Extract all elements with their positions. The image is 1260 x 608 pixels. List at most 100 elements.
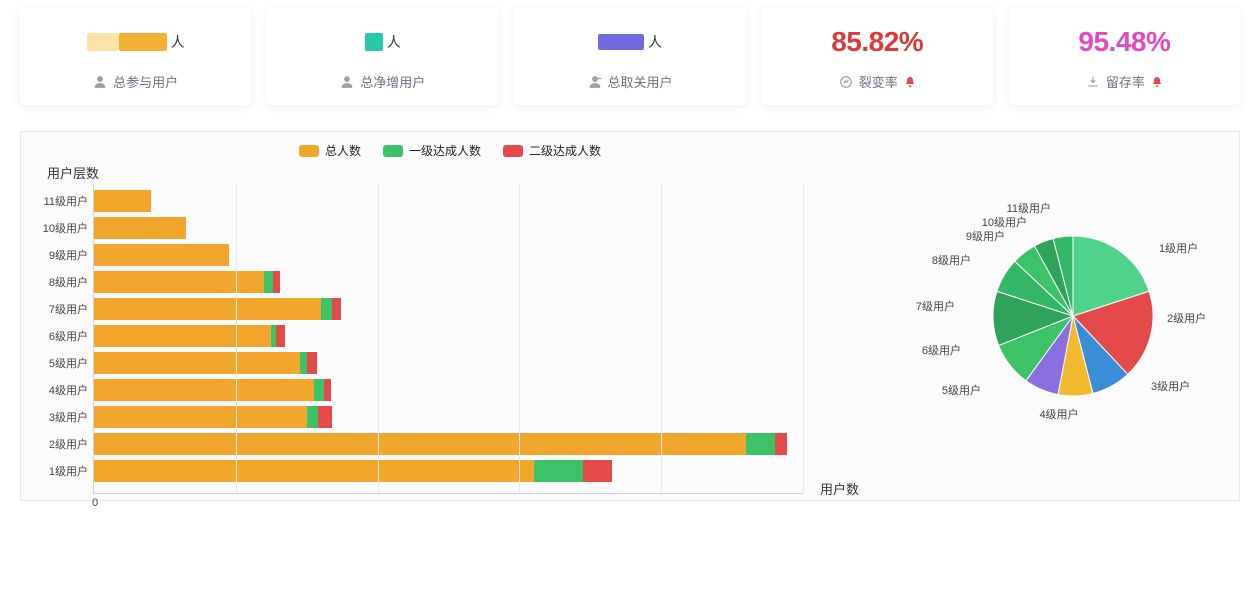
bar-segment [94, 190, 151, 212]
bar-segment [94, 271, 264, 293]
bar-segment [94, 325, 271, 347]
square-icon [365, 33, 383, 51]
bar-segment [307, 406, 318, 428]
gridline [803, 184, 804, 493]
y-tick-label: 4级用户 [49, 382, 88, 398]
gridline [519, 184, 520, 493]
pie-label: 9级用户 [966, 228, 1005, 244]
card-label-row: 总参与用户 [93, 72, 178, 91]
person-icon [340, 75, 354, 89]
bar-segment [94, 433, 746, 455]
swatch-icon [503, 145, 523, 157]
bar-segment [300, 352, 307, 374]
x-tick-0: 0 [92, 497, 98, 509]
pie-chart-section: 1级用户2级用户3级用户4级用户5级用户6级用户7级用户8级用户9级用户10级用… [885, 142, 1225, 494]
card-chip: 95.48% [1078, 26, 1170, 58]
pie-label: 5级用户 [942, 382, 981, 398]
rate-icon [839, 75, 853, 89]
card-retention-rate: 95.48% 留存率 [1009, 8, 1240, 105]
bar-chart-section: 总人数 一级达成人数 二级达成人数 用户层数 11级用户10级用户9级用户8级用… [35, 142, 865, 494]
card-label: 总净增用户 [360, 72, 425, 91]
pie-label: 6级用户 [922, 342, 961, 358]
y-tick-label: 5级用户 [49, 355, 88, 371]
bell-icon [1151, 76, 1163, 88]
y-tick-label: 1级用户 [49, 463, 88, 479]
bar-plot-area: 11级用户10级用户9级用户8级用户7级用户6级用户5级用户4级用户3级用户2级… [93, 184, 803, 494]
card-label-row: 总取关用户 [588, 72, 673, 91]
card-label-row: 总净增用户 [340, 72, 425, 91]
pie-label: 3级用户 [1151, 378, 1190, 394]
legend-l2: 二级达成人数 [503, 142, 601, 159]
gridline [378, 184, 379, 493]
bar-segment [273, 271, 280, 293]
legend-label: 二级达成人数 [529, 142, 601, 159]
unit-label: 人 [387, 32, 401, 52]
legend-total: 总人数 [299, 142, 361, 159]
bar-icon [598, 34, 644, 50]
card-label-row: 留存率 [1086, 72, 1163, 91]
y-axis-labels: 11级用户 10级用户 9级用户 8级用户 7级用户 6级用户 5级用户 4级用户 3级用户 2级… [36, 184, 92, 493]
card-chip: 85.82% [831, 26, 923, 58]
bar-segment [94, 244, 229, 266]
mini-bar-icon [87, 33, 167, 51]
y-tick-label: 9级用户 [49, 247, 88, 263]
bar-segment [321, 298, 332, 320]
bar-segment [94, 460, 534, 482]
bar-segment [94, 406, 307, 428]
card-label: 总参与用户 [113, 72, 178, 91]
bar-segment [94, 352, 300, 374]
card-total-participants: 人 总参与用户 [20, 8, 251, 105]
bar-segment [583, 460, 611, 482]
bar-segment [775, 433, 788, 455]
bar-segment [332, 298, 341, 320]
gridline [236, 184, 237, 493]
y-tick-label: 7级用户 [49, 301, 88, 317]
bell-icon [904, 76, 916, 88]
pie-label: 1级用户 [1159, 240, 1198, 256]
bar-segment [324, 379, 331, 401]
stat-cards-row: 人 总参与用户 人 总净增用户 人 总取关用户 85.82% [0, 0, 1260, 125]
pie-label: 11级用户 [1007, 200, 1051, 216]
retention-value: 95.48% [1078, 26, 1170, 58]
card-chip: 人 [87, 26, 185, 58]
person-icon [93, 75, 107, 89]
bar-segment [746, 433, 774, 455]
pie-label: 4级用户 [1039, 406, 1078, 422]
card-label: 总取关用户 [608, 72, 673, 91]
y-tick-label: 3级用户 [49, 409, 88, 425]
charts-panel: 总人数 一级达成人数 二级达成人数 用户层数 11级用户10级用户9级用户8级用… [20, 131, 1240, 501]
y-tick-label: 11级用户 [44, 193, 88, 209]
bar-segment [264, 271, 273, 293]
y-tick-label: 8级用户 [49, 274, 88, 290]
unit-label: 人 [648, 32, 662, 52]
pie-label: 10级用户 [982, 214, 1027, 230]
bar-segment [94, 379, 314, 401]
bar-segment [318, 406, 332, 428]
bar-segment [314, 379, 324, 401]
download-icon [1086, 75, 1100, 89]
y-tick-label: 6级用户 [49, 328, 88, 344]
gridline [661, 184, 662, 493]
y-tick-label: 2级用户 [49, 436, 88, 452]
card-chip: 人 [365, 26, 401, 58]
card-net-new: 人 总净增用户 [267, 8, 498, 105]
bar-segment [94, 217, 186, 239]
bar-segment [276, 325, 286, 347]
unit-label: 人 [171, 32, 185, 52]
bar-legend: 总人数 一级达成人数 二级达成人数 [35, 142, 865, 159]
swatch-icon [299, 145, 319, 157]
person-minus-icon [588, 75, 602, 89]
bars-container [94, 184, 803, 493]
legend-l1: 一级达成人数 [383, 142, 481, 159]
pie-label: 8级用户 [932, 252, 971, 268]
x-axis-title: 用户数 [820, 479, 859, 498]
pie-wrap: 1级用户2级用户3级用户4级用户5级用户6级用户7级用户8级用户9级用户10级用… [905, 188, 1205, 448]
swatch-icon [383, 145, 403, 157]
pie-label: 2级用户 [1167, 310, 1206, 326]
card-unfollow: 人 总取关用户 [514, 8, 745, 105]
bar-segment [94, 298, 321, 320]
card-chip: 人 [598, 26, 662, 58]
bar-segment [534, 460, 584, 482]
card-label: 裂变率 [859, 72, 898, 91]
y-tick-label: 10级用户 [43, 220, 88, 236]
